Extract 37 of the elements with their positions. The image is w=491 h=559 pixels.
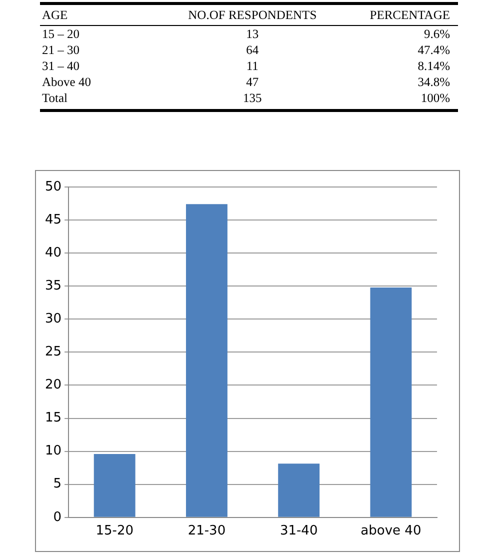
x-tick-label: above 40: [360, 524, 422, 539]
text: Above 40: [41, 74, 92, 90]
y-tick-label: 40: [44, 245, 62, 260]
text: 135: [165, 90, 340, 110]
y-tick-label: 10: [44, 444, 62, 459]
y-tick-label: 30: [44, 312, 62, 327]
text: 15 – 20: [41, 26, 80, 42]
bar: [94, 454, 136, 517]
text: 47: [245, 74, 260, 90]
y-tick-label: 50: [44, 179, 62, 194]
text: 31 – 40: [41, 58, 80, 74]
y-tick-label: 15: [44, 410, 62, 426]
y-tick-label: 5: [53, 476, 62, 492]
text: PERCENTAGE: [339, 4, 458, 26]
x-tick-label: 21-30: [188, 524, 226, 539]
y-tick-label: 20: [44, 378, 62, 393]
text: 64: [245, 42, 260, 58]
text: 34.8%: [416, 74, 451, 90]
text: 13: [245, 26, 260, 42]
y-tick-label: 0: [53, 510, 62, 525]
x-tick-label: 31-40: [280, 524, 318, 539]
y-tick-label: 25: [44, 344, 62, 360]
y-tick-label: 35: [44, 278, 62, 294]
text: 9.6%: [422, 26, 451, 42]
text: AGE: [40, 4, 166, 26]
text: 8.14%: [416, 58, 451, 74]
text: 21 – 30: [41, 42, 80, 58]
text: 11: [245, 58, 260, 74]
bar: [186, 204, 228, 517]
text: Total: [40, 90, 166, 110]
text: 100%: [339, 90, 458, 110]
x-tick-label: 15-20: [96, 524, 134, 539]
bar: [278, 464, 320, 517]
bar: [370, 287, 412, 517]
y-tick-label: 45: [44, 212, 62, 228]
text: 47.4%: [416, 42, 451, 58]
text: NO.OF RESPONDENTS: [165, 4, 340, 26]
